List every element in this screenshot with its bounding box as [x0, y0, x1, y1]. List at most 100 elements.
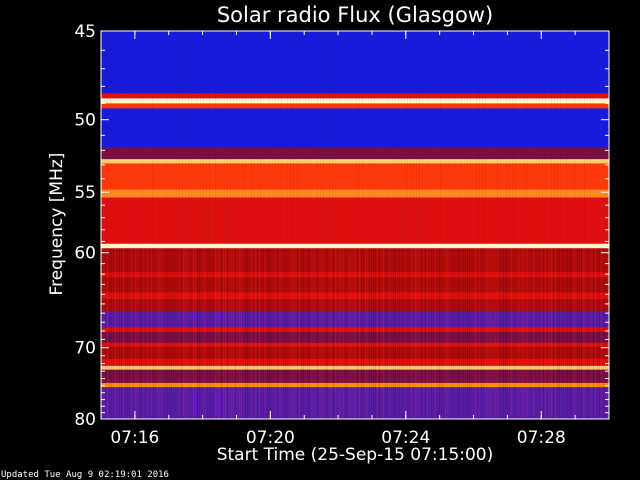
texture-stripe: [575, 31, 576, 244]
texture-stripe: [405, 248, 406, 419]
texture-stripe: [589, 248, 590, 419]
texture-stripe: [536, 23, 537, 244]
texture-stripe: [305, 31, 306, 244]
texture-stripe: [531, 248, 532, 419]
texture-stripe: [434, 23, 435, 244]
texture-stripe: [503, 23, 504, 244]
texture-stripe: [523, 248, 524, 419]
texture-stripe: [257, 248, 258, 419]
texture-stripe: [573, 248, 574, 419]
texture-stripe: [185, 248, 186, 419]
texture-stripe: [269, 31, 270, 244]
texture-stripe: [201, 248, 202, 419]
texture-stripe: [349, 248, 350, 419]
x-axis: 07:16 07:20 07:24 07:28: [100, 31, 610, 448]
texture-stripe: [183, 248, 184, 419]
texture-stripe: [533, 248, 534, 419]
texture-stripe: [509, 31, 510, 244]
texture-stripe: [392, 31, 393, 244]
texture-stripe: [353, 23, 354, 244]
texture-stripe: [248, 23, 249, 244]
texture-stripe: [155, 248, 156, 419]
texture-stripe: [212, 23, 213, 244]
frequency-band: [101, 243, 609, 249]
texture-stripe: [303, 248, 304, 419]
texture-stripe: [149, 248, 150, 419]
frequency-band: [101, 31, 609, 44]
frequency-band: [101, 98, 609, 104]
texture-stripe: [605, 31, 606, 244]
texture-stripe: [395, 23, 396, 244]
texture-stripe: [441, 248, 442, 419]
texture-stripe: [326, 23, 327, 244]
texture-stripe: [445, 248, 446, 419]
texture-stripe: [353, 248, 354, 419]
texture-stripe: [296, 31, 297, 244]
texture-stripe: [227, 248, 228, 419]
frequency-band: [101, 327, 609, 333]
texture-stripe: [170, 23, 171, 244]
texture-stripe: [245, 248, 246, 419]
texture-stripe: [221, 23, 222, 244]
texture-stripe: [263, 23, 264, 244]
texture-stripe: [104, 31, 105, 244]
texture-stripe: [205, 248, 206, 419]
texture-stripe: [197, 248, 198, 419]
texture-stripe: [251, 248, 252, 419]
texture-stripe: [157, 248, 158, 419]
texture-stripe: [553, 248, 554, 419]
texture-stripe: [341, 248, 342, 419]
texture-stripe: [559, 248, 560, 419]
texture-stripe: [200, 31, 201, 244]
texture-stripe: [551, 31, 552, 244]
texture-stripe: [225, 248, 226, 419]
texture-stripe: [107, 248, 108, 419]
texture-stripe: [447, 248, 448, 419]
texture-stripe: [459, 248, 460, 419]
texture-stripe: [343, 248, 344, 419]
texture-stripe: [387, 248, 388, 419]
texture-stripe: [555, 248, 556, 419]
texture-stripe: [423, 248, 424, 419]
texture-stripe: [451, 248, 452, 419]
texture-stripe: [379, 248, 380, 419]
texture-stripe: [373, 248, 374, 419]
texture-stripe: [176, 31, 177, 244]
texture-stripe: [425, 23, 426, 244]
texture-stripe: [152, 31, 153, 244]
texture-stripe: [401, 248, 402, 419]
texture-stripe: [449, 248, 450, 419]
texture-stripe: [167, 248, 168, 419]
texture-stripe: [347, 248, 348, 419]
texture-stripe: [251, 31, 252, 244]
x-tick-label: 07:24: [381, 428, 430, 448]
texture-stripe: [481, 248, 482, 419]
texture-stripe: [461, 248, 462, 419]
texture-stripe: [365, 23, 366, 244]
texture-stripe: [527, 248, 528, 419]
texture-stripe: [439, 248, 440, 419]
texture-stripe: [427, 248, 428, 419]
texture-stripe: [375, 248, 376, 419]
texture-stripe: [403, 248, 404, 419]
texture-stripe: [313, 248, 314, 419]
texture-stripe: [279, 248, 280, 419]
texture-stripe: [593, 31, 594, 244]
texture-stripe: [471, 248, 472, 419]
texture-stripe: [308, 31, 309, 244]
texture-stripe: [119, 248, 120, 419]
texture-stripe: [585, 248, 586, 419]
texture-stripe: [206, 31, 207, 244]
texture-stripe: [110, 31, 111, 244]
texture-stripe: [235, 248, 236, 419]
texture-stripe: [219, 248, 220, 419]
texture-stripe: [305, 248, 306, 419]
frequency-band: [101, 387, 609, 398]
texture-stripe: [395, 248, 396, 419]
texture-stripe: [397, 248, 398, 419]
texture-stripe: [557, 31, 558, 244]
texture-stripe: [407, 248, 408, 419]
texture-stripe: [119, 23, 120, 244]
texture-stripe: [195, 248, 196, 419]
texture-stripe: [278, 31, 279, 244]
